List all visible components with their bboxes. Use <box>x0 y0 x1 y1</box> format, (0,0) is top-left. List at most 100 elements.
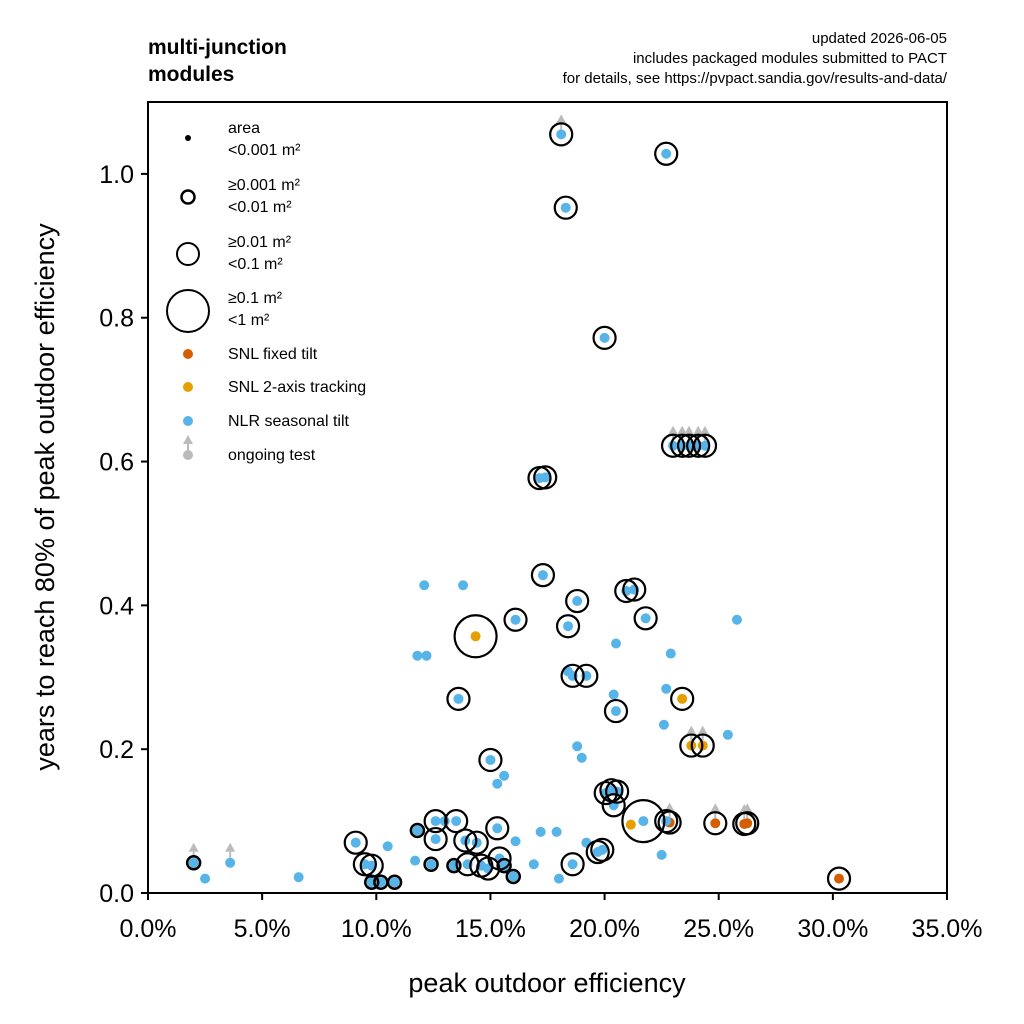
data-point <box>535 826 546 837</box>
area-size-ring <box>533 465 558 490</box>
data-point <box>537 570 548 581</box>
x-tick-label: 10.0% <box>341 915 412 943</box>
data-point <box>597 844 608 855</box>
data-point <box>677 693 688 704</box>
data-point <box>608 689 619 700</box>
area-size-ring <box>826 866 852 891</box>
area-size-ring <box>590 837 615 862</box>
area-size-ring <box>633 606 658 631</box>
legend-nlr-seasonal-label: NLR seasonal tilt <box>228 413 350 430</box>
x-tick-label: 20.0% <box>569 915 640 943</box>
ongoing-test-arrow-icon <box>225 842 236 852</box>
update-note: updated 2026-06-05 <box>812 30 947 47</box>
data-point <box>293 872 304 883</box>
legend-size-s-marker <box>180 189 196 205</box>
x-axis-label: peak outdoor efficiency <box>408 968 686 998</box>
data-point <box>563 621 574 632</box>
data-point <box>610 638 621 649</box>
chart-title-line-1: multi-junction <box>148 36 287 59</box>
ongoing-test-arrow-icon <box>697 725 708 735</box>
area-size-ring <box>423 826 448 852</box>
area-size-ring <box>592 325 617 350</box>
data-point <box>453 693 464 704</box>
details-note: for details, see https://pvpact.sandia.g… <box>563 70 948 87</box>
plot-area <box>185 114 852 891</box>
ongoing-test-arrow-icon <box>684 425 695 435</box>
ongoing-test-arrow-icon <box>710 803 721 813</box>
legend-snl-fixed-tilt-marker <box>183 349 193 359</box>
x-tick-label: 0.0% <box>120 915 177 943</box>
data-point <box>665 648 676 659</box>
legend-size-s-label-1: ≥0.001 m² <box>228 177 301 194</box>
data-point <box>200 873 211 884</box>
legend: area <0.001 m² ≥0.001 m² <0.01 m² ≥0.01 … <box>166 120 366 464</box>
data-point <box>742 818 753 829</box>
ongoing-test-arrow-icon <box>686 725 697 735</box>
plot-frame <box>147 101 948 894</box>
legend-size-xs-marker <box>185 135 191 141</box>
area-size-ring <box>409 822 426 839</box>
area-size-ring <box>676 433 702 458</box>
ongoing-test-arrow-icon <box>742 803 753 813</box>
ongoing-test-arrow-stem <box>668 811 671 818</box>
ongoing-test-arrow-stem <box>701 734 704 741</box>
data-point <box>710 818 721 829</box>
legend-size-xs-label: <0.001 m² <box>228 142 301 159</box>
data-point <box>551 826 562 837</box>
data-point <box>510 836 521 847</box>
ongoing-test-arrow-icon <box>668 425 679 435</box>
data-point <box>640 613 651 624</box>
area-size-ring <box>386 874 403 890</box>
data-point <box>638 816 649 827</box>
data-point <box>610 706 621 717</box>
data-point <box>581 837 592 848</box>
data-point <box>426 859 437 870</box>
area-size-ring <box>735 811 760 836</box>
legend-nlr-seasonal-marker <box>183 416 193 426</box>
area-size-ring <box>605 779 630 804</box>
data-point <box>430 816 441 827</box>
data-point <box>510 614 521 625</box>
data-point <box>412 650 423 661</box>
area-size-ring <box>343 830 368 855</box>
legend-ongoing-arrow-icon <box>183 435 193 444</box>
area-size-ring <box>423 808 448 834</box>
data-point <box>382 841 393 852</box>
legend-snl-2axis-marker <box>183 382 193 392</box>
x-tick-label: 25.0% <box>683 915 754 943</box>
data-point <box>225 857 236 868</box>
chart-title-line-2: modules <box>148 63 234 86</box>
data-point <box>560 202 571 213</box>
ongoing-test-arrow-stem <box>714 812 717 819</box>
area-size-ring <box>453 614 498 659</box>
data-point <box>572 741 583 752</box>
data-point <box>658 719 669 730</box>
y-tick-label: 0.2 <box>99 736 134 764</box>
legend-snl-2axis-label: SNL 2-axis tracking <box>228 379 366 396</box>
area-size-ring <box>423 856 439 872</box>
legend-size-l-label-2: <1 m² <box>228 312 270 329</box>
legend-size-s-label-2: <0.01 m² <box>228 199 292 216</box>
ongoing-test-arrow-stem <box>672 434 675 441</box>
area-size-ring <box>464 830 489 855</box>
area-ring-layer <box>185 122 852 891</box>
ongoing-test-arrow-stem <box>229 851 232 858</box>
y-axis-label: years to reach 80% of peak outdoor effic… <box>30 223 60 771</box>
y-axis-ticks: 0.0 0.2 0.4 0.6 0.8 1.0 <box>99 161 148 908</box>
y-tick-label: 0.4 <box>99 592 134 620</box>
legend-snl-fixed-tilt-label: SNL fixed tilt <box>228 346 318 363</box>
area-size-ring <box>660 433 686 458</box>
area-size-ring <box>363 874 380 890</box>
y-tick-label: 0.0 <box>99 880 134 908</box>
data-point <box>430 834 441 845</box>
area-size-ring <box>505 868 522 885</box>
area-size-ring <box>555 614 581 639</box>
area-size-ring <box>503 607 528 632</box>
area-size-ring <box>622 577 647 602</box>
data-point <box>834 873 845 884</box>
area-size-ring <box>496 857 512 874</box>
legend-ongoing-arrow-stem <box>187 444 189 451</box>
area-size-ring <box>703 811 728 836</box>
data-point <box>492 778 503 789</box>
